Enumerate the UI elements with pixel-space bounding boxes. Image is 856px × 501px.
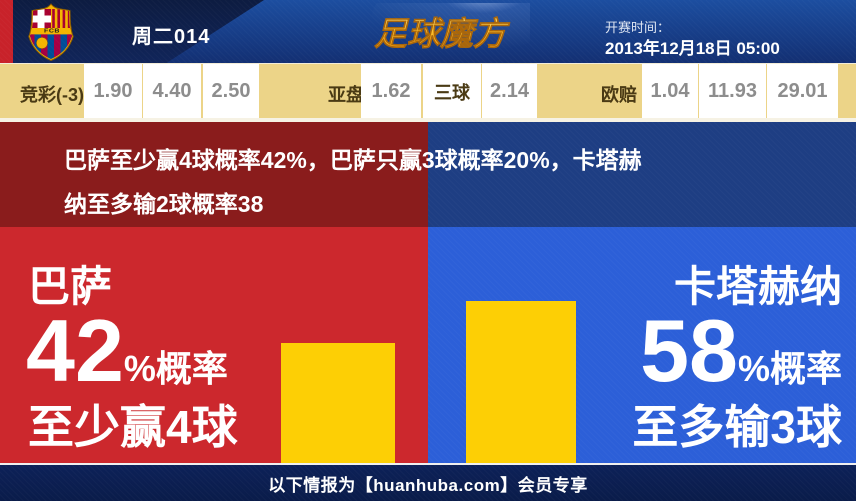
svg-text:FCB: FCB <box>44 28 60 34</box>
svg-text:足球魔方: 足球魔方 <box>374 15 511 52</box>
